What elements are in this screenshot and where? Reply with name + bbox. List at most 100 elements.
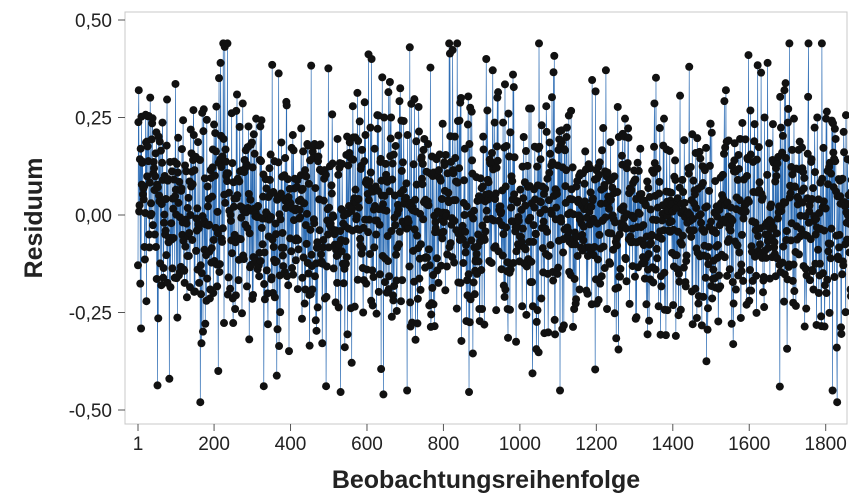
- data-point: [134, 261, 142, 270]
- x-tick-label: 1800: [805, 434, 847, 455]
- data-point: [138, 157, 147, 166]
- data-point: [322, 292, 331, 301]
- data-point: [338, 159, 347, 168]
- data-point: [814, 289, 823, 297]
- data-point: [750, 137, 759, 146]
- data-point: [729, 340, 738, 349]
- data-point: [735, 196, 744, 205]
- data-point: [310, 272, 319, 281]
- data-point: [671, 331, 680, 340]
- data-point: [621, 255, 630, 264]
- data-point: [224, 273, 233, 282]
- data-point: [244, 122, 253, 131]
- data-point: [772, 229, 781, 238]
- data-point: [373, 124, 382, 133]
- data-point: [544, 251, 553, 260]
- data-point: [546, 241, 555, 250]
- data-point: [416, 240, 425, 249]
- data-point: [615, 230, 624, 239]
- data-point: [451, 154, 460, 163]
- data-point: [463, 120, 472, 129]
- data-point: [677, 240, 686, 249]
- data-point: [542, 127, 551, 136]
- data-point: [298, 184, 307, 193]
- data-point: [392, 250, 401, 259]
- data-point: [193, 204, 202, 213]
- data-point: [798, 143, 806, 152]
- data-point: [492, 163, 501, 172]
- data-point: [184, 193, 193, 202]
- data-point: [785, 39, 794, 48]
- y-axis: 0,50 0,25 0,00 -0,25 -0,50: [69, 11, 125, 422]
- data-point: [650, 142, 659, 151]
- data-point: [301, 166, 310, 175]
- data-point: [510, 153, 519, 162]
- data-point: [537, 121, 546, 130]
- data-point: [327, 189, 336, 198]
- data-point: [695, 147, 704, 156]
- data-point: [274, 158, 283, 167]
- data-point: [430, 322, 439, 331]
- data-point: [613, 187, 622, 196]
- data-point: [342, 253, 351, 262]
- data-point: [327, 181, 336, 190]
- data-point: [835, 230, 844, 239]
- data-point: [395, 227, 404, 236]
- data-point: [513, 198, 522, 207]
- data-point: [734, 150, 743, 159]
- data-point: [142, 297, 151, 306]
- data-point: [492, 142, 501, 151]
- data-point: [653, 254, 662, 263]
- data-point: [403, 131, 412, 140]
- data-point: [410, 95, 419, 104]
- data-point: [315, 226, 324, 235]
- data-point: [660, 114, 668, 123]
- data-point: [599, 242, 608, 251]
- data-point: [184, 251, 193, 260]
- data-point: [474, 257, 483, 266]
- data-point: [197, 269, 206, 278]
- data-point: [166, 283, 175, 292]
- data-point: [382, 206, 391, 215]
- data-point: [296, 213, 305, 222]
- data-point: [549, 276, 558, 285]
- data-point: [265, 164, 274, 173]
- data-point: [410, 225, 419, 234]
- data-point: [156, 146, 165, 155]
- data-point: [467, 107, 476, 116]
- data-point: [733, 241, 742, 250]
- data-point: [157, 281, 166, 290]
- data-point: [699, 292, 708, 301]
- data-point: [215, 260, 224, 269]
- data-point: [606, 195, 615, 204]
- data-point: [395, 97, 404, 106]
- data-point: [353, 88, 362, 97]
- data-point: [294, 235, 303, 244]
- data-point: [208, 163, 217, 172]
- data-point: [811, 168, 819, 177]
- data-point: [354, 203, 363, 212]
- data-point: [723, 271, 732, 280]
- data-point: [762, 253, 771, 262]
- data-point: [667, 188, 676, 197]
- data-point: [773, 254, 782, 263]
- data-point: [469, 278, 478, 287]
- data-point: [275, 342, 284, 351]
- data-point: [226, 211, 235, 219]
- data-point: [375, 220, 384, 229]
- data-point: [186, 211, 195, 219]
- data-point: [754, 232, 763, 241]
- data-point: [601, 66, 610, 75]
- data-point: [441, 150, 450, 159]
- data-point: [689, 226, 698, 235]
- y-tick-label: 0,50: [75, 11, 112, 32]
- data-point: [655, 189, 664, 198]
- data-point: [545, 138, 554, 147]
- data-point: [370, 243, 379, 252]
- data-point: [838, 270, 847, 279]
- data-point: [300, 199, 309, 208]
- data-point: [155, 137, 164, 146]
- data-point: [203, 182, 212, 191]
- data-point: [739, 276, 748, 285]
- data-point: [716, 282, 725, 291]
